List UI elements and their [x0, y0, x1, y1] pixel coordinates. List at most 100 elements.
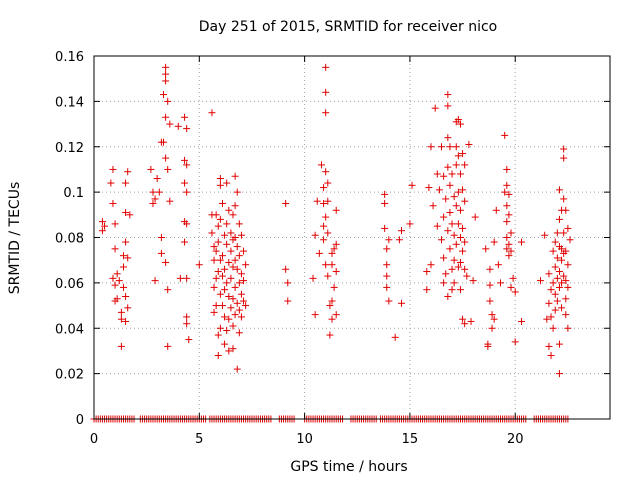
data-point — [547, 351, 555, 359]
data-point — [320, 236, 328, 244]
data-point — [212, 302, 220, 310]
data-point — [320, 222, 328, 230]
y-tick-labels: 0 0.02 0.04 0.06 0.08 0.1 0.12 0.14 0.16 — [55, 50, 84, 428]
data-point — [547, 286, 555, 294]
data-point — [452, 240, 460, 248]
data-point — [564, 324, 572, 332]
data-point — [549, 324, 557, 332]
data-point — [560, 154, 568, 162]
data-point — [221, 340, 229, 348]
data-point — [488, 311, 496, 319]
data-point — [560, 145, 568, 153]
data-point — [555, 283, 563, 291]
data-point — [461, 197, 469, 205]
data-point — [149, 188, 157, 196]
data-point — [448, 286, 456, 294]
data-point — [551, 238, 559, 246]
data-point — [456, 206, 464, 214]
data-point — [237, 290, 245, 298]
data-point — [183, 188, 191, 196]
data-point — [221, 231, 229, 239]
data-point — [282, 199, 290, 207]
data-point — [183, 125, 191, 133]
data-point — [503, 181, 511, 189]
data-point — [235, 220, 243, 228]
data-point — [381, 224, 389, 232]
data-point — [397, 227, 405, 235]
data-point — [309, 274, 317, 282]
data-point — [469, 277, 477, 285]
data-point — [433, 222, 441, 230]
data-point — [435, 186, 443, 194]
data-point — [490, 238, 498, 246]
data-point — [233, 188, 241, 196]
data-point — [446, 143, 454, 151]
data-point — [181, 113, 189, 121]
data-point — [221, 286, 229, 294]
data-point — [429, 202, 437, 210]
data-point — [442, 195, 450, 203]
data-point — [332, 206, 340, 214]
data-point — [151, 277, 159, 285]
data-point — [486, 265, 494, 273]
data-point — [486, 297, 494, 305]
data-point — [117, 315, 125, 323]
data-point — [185, 336, 193, 344]
data-point — [549, 247, 557, 255]
data-point — [160, 138, 168, 146]
data-point — [218, 252, 226, 260]
data-point — [233, 365, 241, 373]
data-point — [507, 283, 515, 291]
data-point — [433, 170, 441, 178]
data-point — [223, 240, 231, 248]
data-point — [151, 195, 159, 203]
data-point — [212, 247, 220, 255]
data-point — [391, 333, 399, 341]
data-point — [164, 286, 172, 294]
data-point — [555, 268, 563, 276]
data-point — [494, 261, 502, 269]
x-axis-label: GPS time / hours — [290, 459, 407, 475]
data-point — [227, 304, 235, 312]
y-tick-label: 0.1 — [63, 186, 84, 201]
data-point — [442, 270, 450, 278]
data-point — [560, 272, 568, 280]
data-point — [553, 254, 561, 262]
x-tick-label: 5 — [195, 432, 203, 447]
data-point — [488, 324, 496, 332]
data-point — [459, 224, 467, 232]
data-point — [113, 270, 121, 278]
data-point — [454, 263, 462, 271]
data-point — [330, 283, 338, 291]
data-point — [101, 222, 109, 230]
data-point — [408, 181, 416, 189]
data-point — [155, 188, 163, 196]
data-point — [440, 279, 448, 287]
data-point — [456, 120, 464, 128]
data-point — [423, 268, 431, 276]
data-point — [223, 179, 231, 187]
data-point — [117, 308, 125, 316]
data-point — [115, 277, 123, 285]
data-point — [231, 311, 239, 319]
data-point — [162, 77, 170, 85]
data-point — [448, 170, 456, 178]
data-point — [214, 222, 222, 230]
data-point — [229, 295, 237, 303]
data-point — [553, 229, 561, 237]
data-point — [122, 238, 130, 246]
data-point — [212, 211, 220, 219]
data-point — [496, 279, 504, 287]
data-point — [505, 240, 513, 248]
data-point — [324, 179, 332, 187]
data-point — [242, 302, 250, 310]
x-tick-label: 20 — [507, 432, 524, 447]
data-point — [227, 229, 235, 237]
data-point — [233, 265, 241, 273]
data-point — [484, 342, 492, 350]
data-point — [237, 231, 245, 239]
data-point — [162, 258, 170, 266]
data-point — [216, 181, 224, 189]
data-point — [218, 302, 226, 310]
data-point — [438, 236, 446, 244]
